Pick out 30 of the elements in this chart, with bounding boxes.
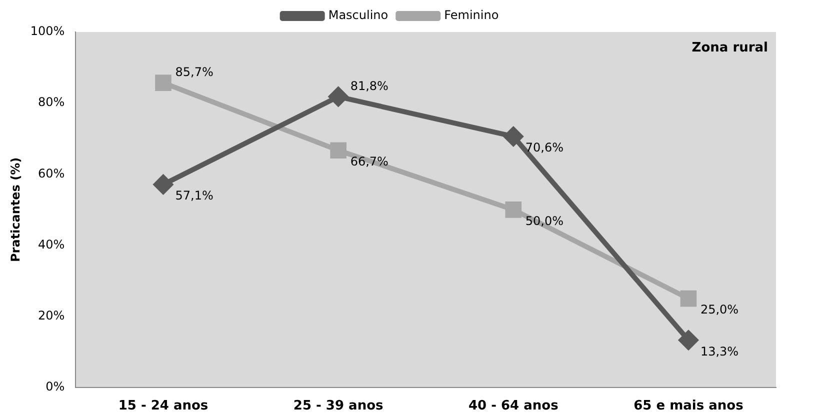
data-label: 13,3% [700,344,739,358]
point [505,202,522,218]
annotation: Zona rural [692,40,768,56]
data-label: 57,1% [175,188,214,203]
point [678,330,698,350]
data-label: 81,8% [350,78,388,93]
point [154,174,173,194]
point [155,74,172,91]
legend-label: Masculino [328,8,388,22]
y-tick-label: 80% [38,95,65,110]
data-label: 66,7% [350,154,388,168]
x-tick-label: 25 - 39 anos [293,398,384,414]
point [504,126,523,146]
y-tick-label: 0% [46,380,65,394]
y-tick-label: 60% [38,166,65,180]
x-tick-label: 40 - 64 anos [468,398,559,414]
x-tick-label: 65 e mais anos [634,398,744,414]
y-tick-label: 40% [38,237,65,252]
y-tick-label: 20% [38,308,65,322]
legend-label: Feminino [444,8,499,22]
data-label: 50,0% [525,214,564,228]
point [330,142,346,159]
point [328,87,348,106]
data-label: 25,0% [700,302,739,317]
y-axis-title: Praticantes (%) [8,157,22,262]
data-label: 70,6% [525,140,564,155]
x-tick-label: 15 - 24 anos [118,398,208,414]
point [680,290,697,307]
data-label: 85,7% [175,64,214,79]
y-tick-label: 100% [30,24,65,38]
